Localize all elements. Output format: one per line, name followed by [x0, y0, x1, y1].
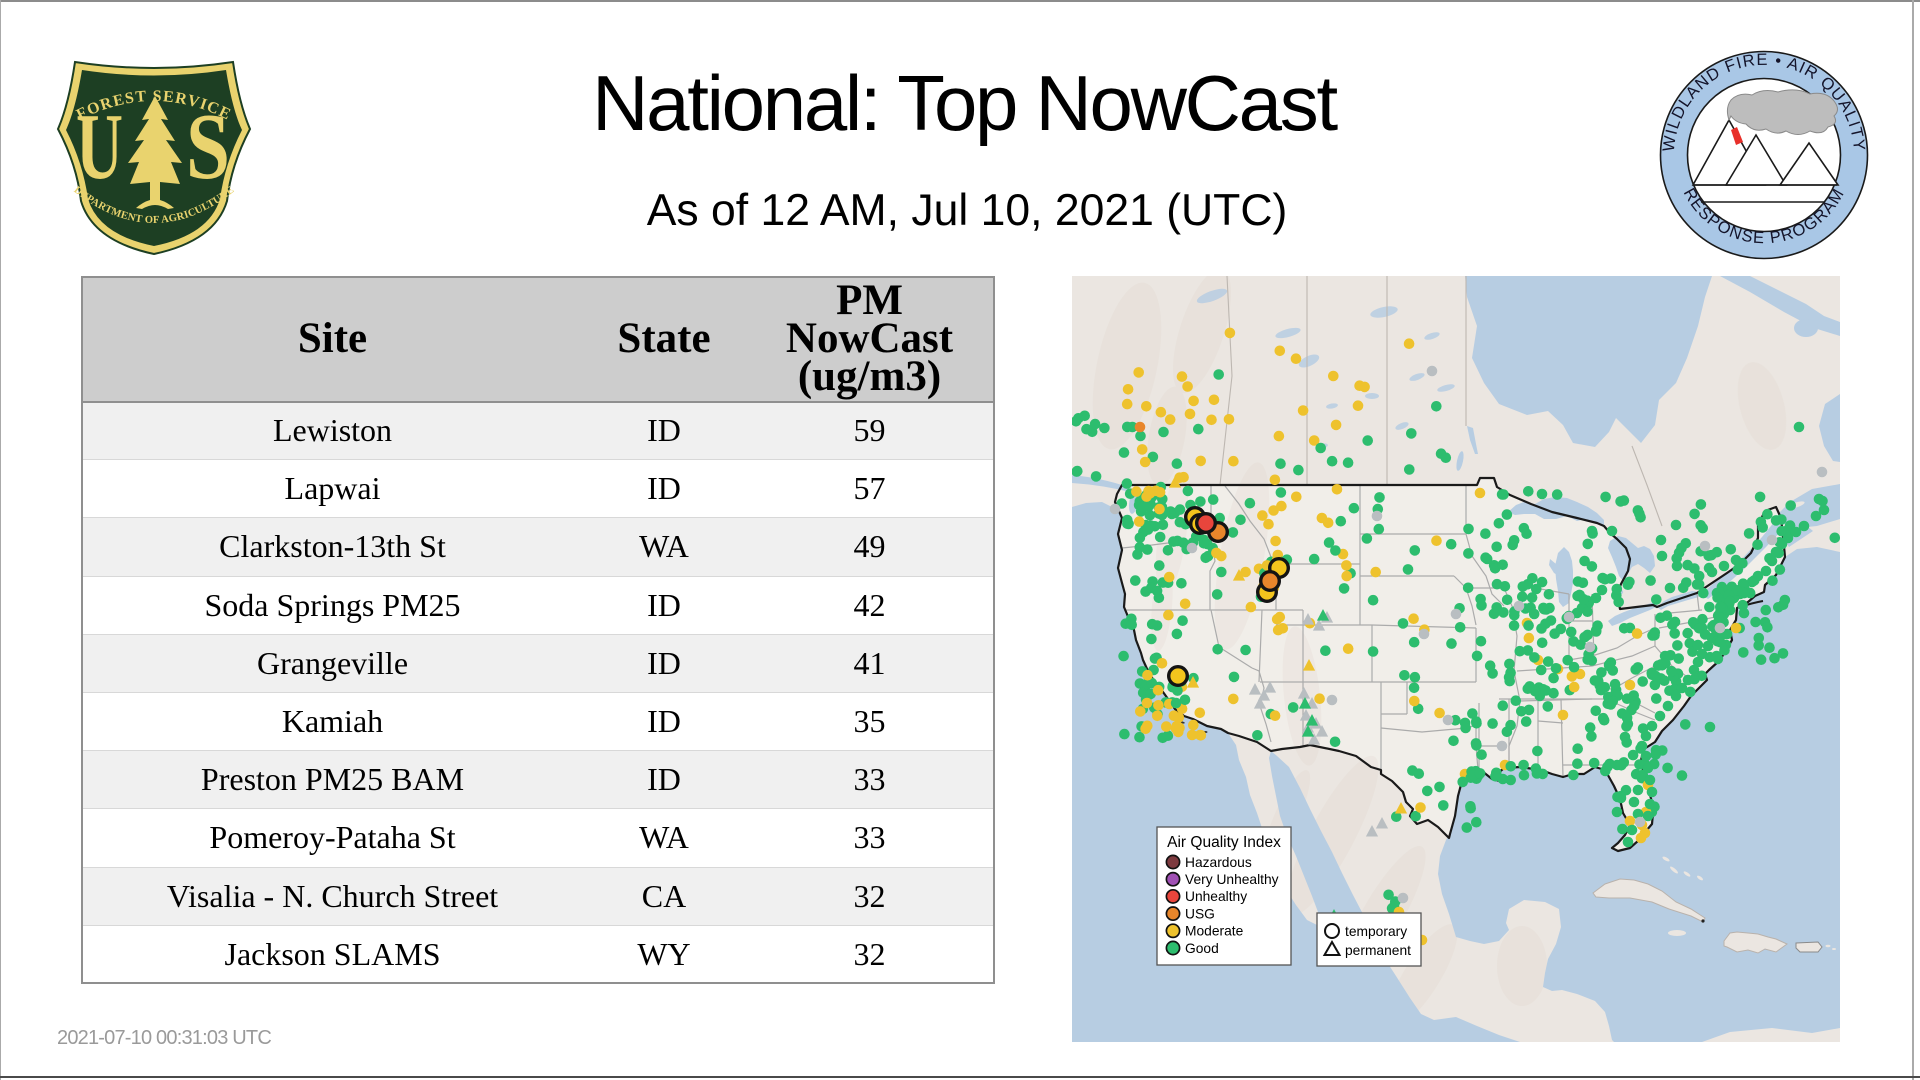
svg-text:Very Unhealthy: Very Unhealthy [1185, 872, 1279, 887]
svg-text:U: U [76, 95, 123, 199]
svg-text:Moderate: Moderate [1185, 924, 1244, 939]
svg-text:S: S [186, 95, 230, 199]
svg-text:Air Quality Index: Air Quality Index [1167, 834, 1281, 851]
svg-text:temporary: temporary [1345, 924, 1407, 939]
svg-text:permanent: permanent [1345, 943, 1411, 958]
svg-text:Unhealthy: Unhealthy [1185, 889, 1247, 904]
svg-text:Hazardous: Hazardous [1185, 855, 1252, 870]
svg-text:USG: USG [1185, 906, 1215, 921]
svg-text:Good: Good [1185, 941, 1219, 956]
